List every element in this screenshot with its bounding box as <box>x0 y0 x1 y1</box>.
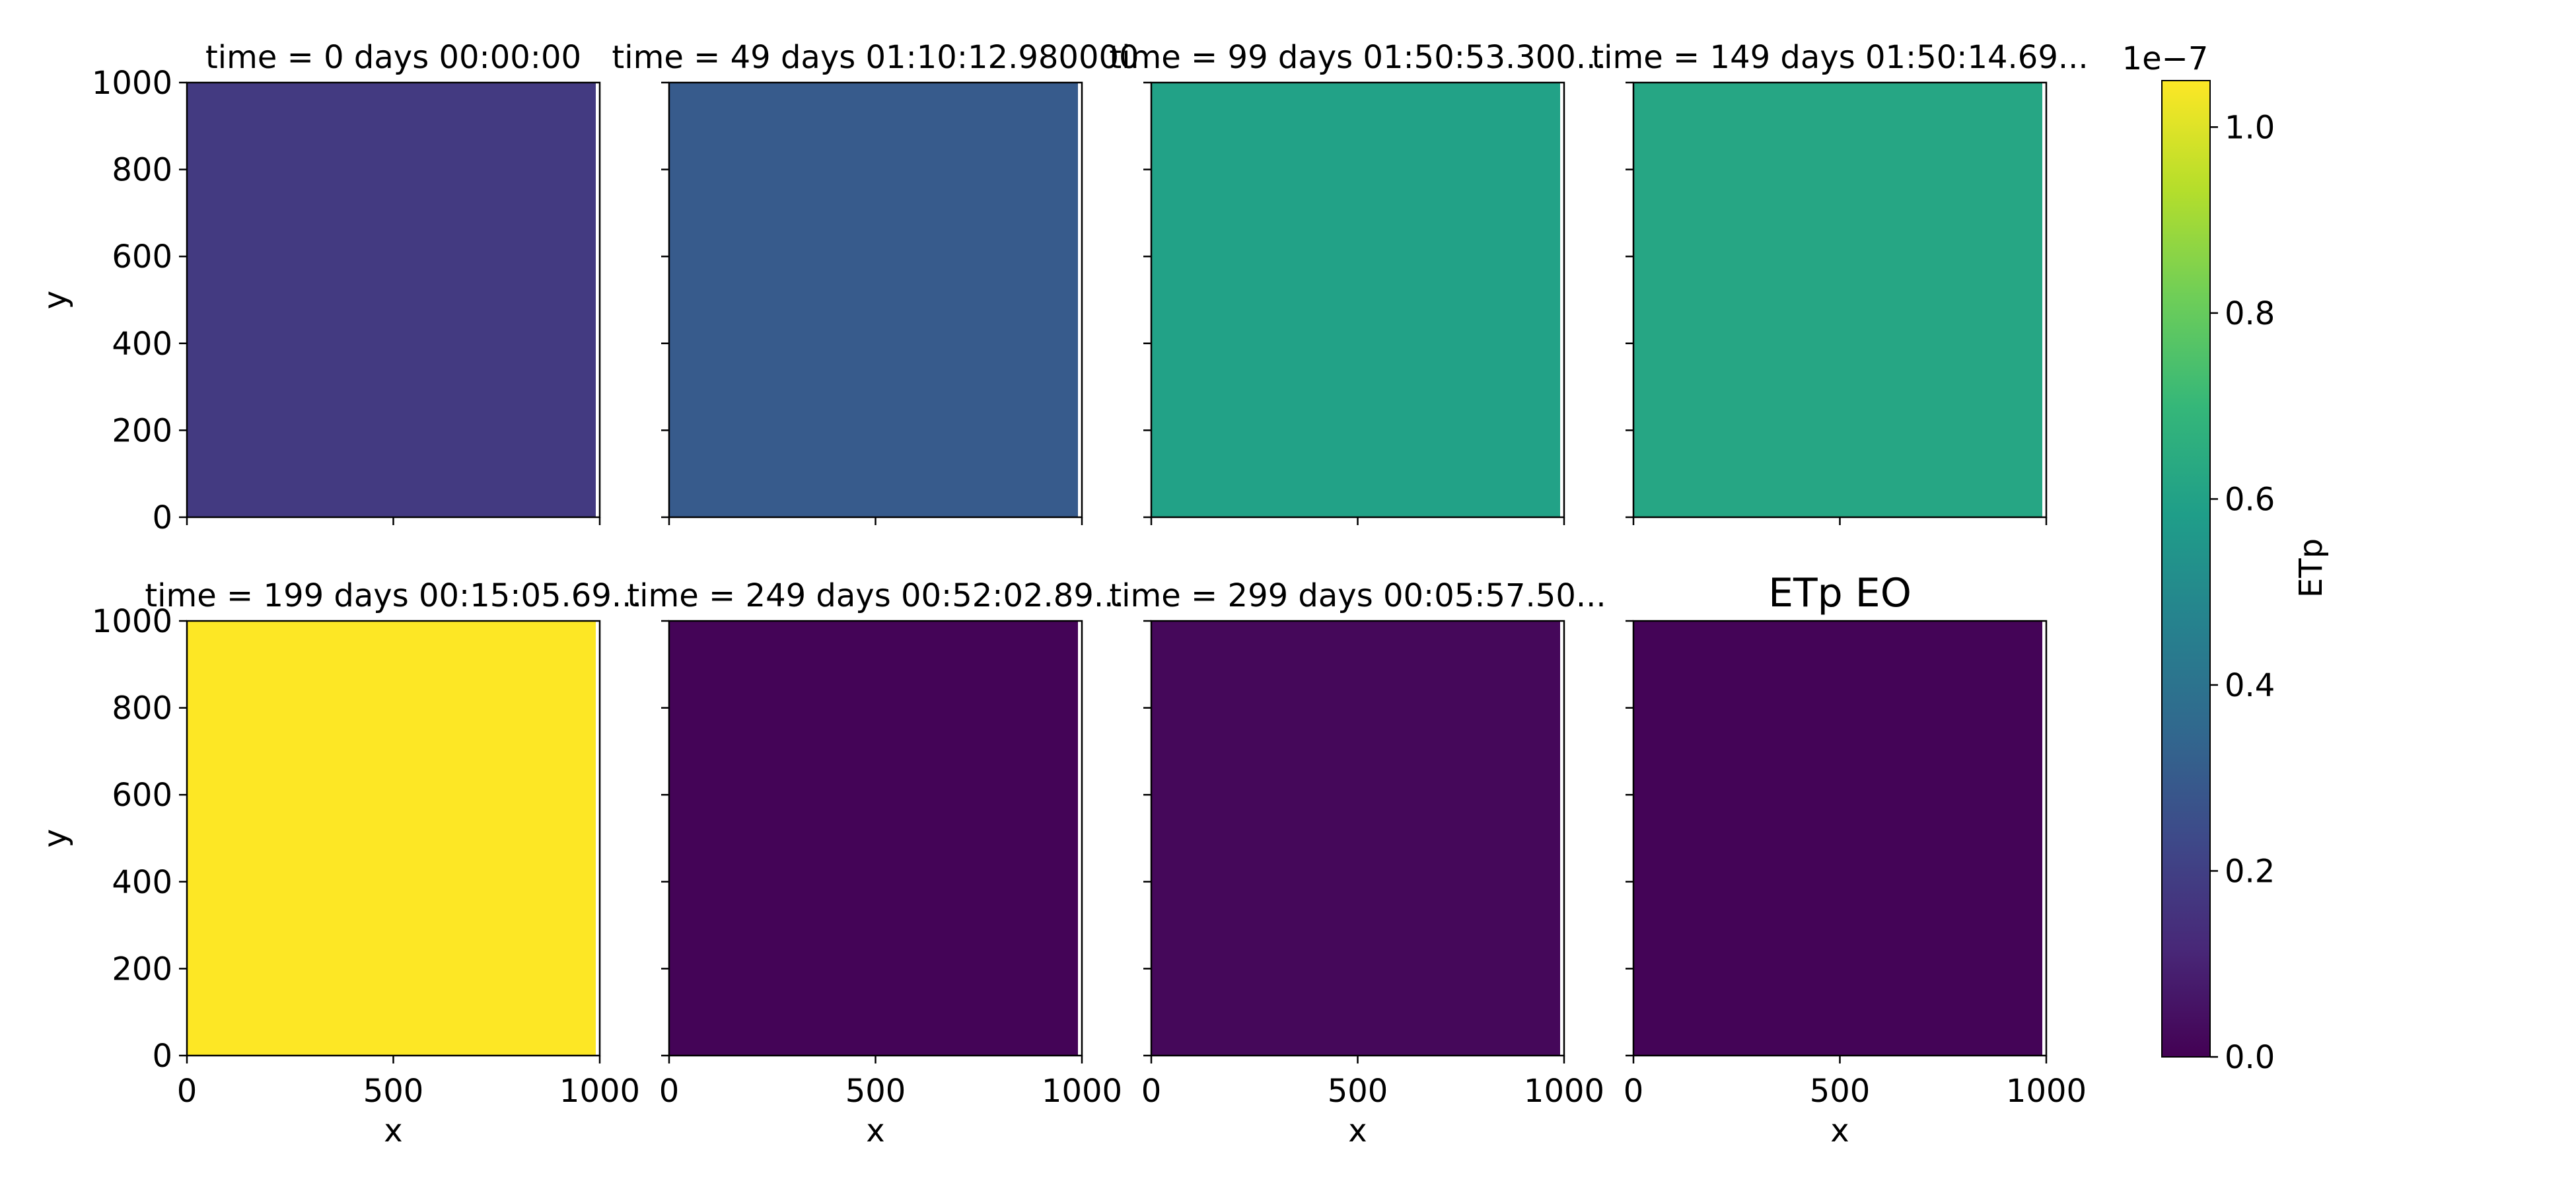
panel-1-title: time = 0 days 00:00:00 <box>205 39 581 76</box>
x-tick-label: 1000 <box>559 1073 640 1110</box>
panel-4-title: time = 149 days 01:50:14.69... <box>1591 39 2088 76</box>
panel-5-field <box>187 621 596 1056</box>
y-tick-label: 1000 <box>92 603 172 640</box>
colorbar-gradient <box>2161 80 2211 1058</box>
x-tick-label: 1000 <box>1524 1073 1604 1110</box>
colorbar-tick-label: 0.6 <box>2225 481 2275 518</box>
x-tick-label: 500 <box>1328 1073 1388 1110</box>
x-tick-label: 500 <box>845 1073 906 1110</box>
x-tick-label: 0 <box>1141 1073 1162 1110</box>
y-tick-label: 600 <box>112 777 172 814</box>
colorbar: 0.0 0.2 0.4 0.6 0.8 1.0 1e−7 ETp <box>2122 40 2330 1076</box>
x-tick-label: 1000 <box>1042 1073 1122 1110</box>
x-tick-label: 0 <box>177 1073 197 1110</box>
y-tick-label: 200 <box>112 951 172 988</box>
panel-1-field <box>187 83 596 517</box>
y-tick-label: 400 <box>112 326 172 363</box>
panel-3: time = 99 days 01:50:53.300... <box>1109 39 1606 525</box>
x-tick-label: 500 <box>1810 1073 1871 1110</box>
y-tick-label: 200 <box>112 412 172 449</box>
x-axis-label: x <box>384 1112 402 1149</box>
panel-3-title: time = 99 days 01:50:53.300... <box>1109 39 1606 76</box>
y-tick-label: 0 <box>152 1038 172 1075</box>
colorbar-ticks: 0.0 0.2 0.4 0.6 0.8 1.0 <box>2210 109 2275 1076</box>
panel-2-title: time = 49 days 01:10:12.980000 <box>612 39 1139 76</box>
panel-6-title: time = 249 days 00:52:02.89... <box>627 577 1124 614</box>
x-axis-label: x <box>1348 1112 1367 1149</box>
x-tick-label: 0 <box>1624 1073 1644 1110</box>
panel-7: time = 299 days 00:05:57.50... 0 500 1000 x <box>1109 577 1606 1149</box>
x-tick-label: 500 <box>363 1073 424 1110</box>
x-axis-label: x <box>1830 1112 1849 1149</box>
panel-8: ETp EO 0 500 1000 x <box>1624 570 2087 1149</box>
y-axis-label: y <box>37 829 74 847</box>
colorbar-tick-label: 0.2 <box>2225 853 2275 890</box>
colorbar-tick-label: 0.0 <box>2225 1039 2275 1076</box>
panel-5-title: time = 199 days 00:15:05.69... <box>145 577 641 614</box>
panel-1: time = 0 days 00:00:00 0 200 400 600 800 1000 y <box>37 39 601 536</box>
colorbar-offset-text: 1e−7 <box>2122 40 2209 77</box>
y-axis-label: y <box>37 291 74 309</box>
panel-8-field <box>1633 621 2042 1056</box>
panel-7-field <box>1151 621 1560 1056</box>
panel-5: time = 199 days 00:15:05.69... 0 200 400 600… <box>37 577 642 1149</box>
colorbar-tick-label: 0.4 <box>2225 667 2275 704</box>
panel-2: time = 49 days 01:10:12.980000 <box>612 39 1139 525</box>
y-tick-label: 800 <box>112 152 172 189</box>
panel-7-title: time = 299 days 00:05:57.50... <box>1109 577 1606 614</box>
x-tick-label: 0 <box>659 1073 680 1110</box>
y-tick-label: 1000 <box>92 65 172 102</box>
colorbar-label: ETp <box>2293 538 2330 598</box>
panel-3-field <box>1151 83 1560 517</box>
x-tick-label: 1000 <box>2006 1073 2087 1110</box>
panel-4-field <box>1633 83 2042 517</box>
y-tick-label: 400 <box>112 864 172 901</box>
panel-2-field <box>669 83 1078 517</box>
colorbar-tick-label: 1.0 <box>2225 109 2275 146</box>
y-tick-label: 800 <box>112 690 172 727</box>
panel-8-title: ETp EO <box>1768 570 1912 616</box>
y-tick-label: 600 <box>112 238 172 275</box>
panel-6: time = 249 days 00:52:02.89... 0 500 1000 x <box>627 577 1124 1149</box>
panels-layer: time = 0 days 00:00:00 0 200 400 600 800 1000 y… <box>37 39 2089 1149</box>
colorbar-tick-label: 0.8 <box>2225 295 2275 332</box>
x-axis-label: x <box>866 1112 884 1149</box>
panel-4: time = 149 days 01:50:14.69... <box>1591 39 2089 525</box>
y-tick-label: 0 <box>152 499 172 536</box>
panel-6-field <box>669 621 1078 1056</box>
